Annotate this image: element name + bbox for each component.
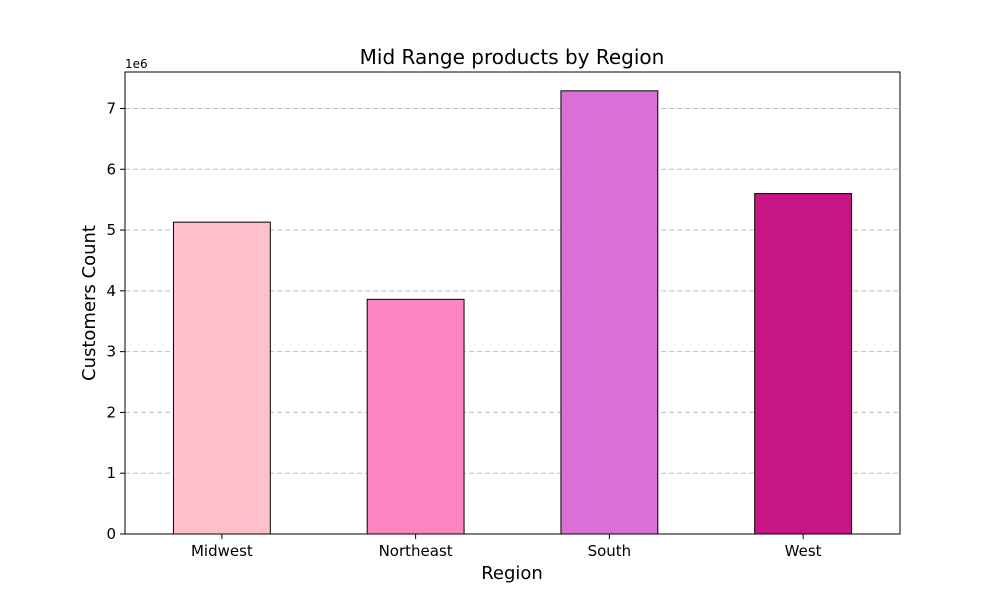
- y-tick-label: 1: [106, 464, 116, 482]
- x-tick-label: West: [785, 542, 822, 560]
- y-tick-label: 2: [106, 403, 116, 421]
- y-tick-label: 6: [106, 160, 116, 178]
- x-tick-label: South: [588, 542, 632, 560]
- x-tick-label: Midwest: [191, 542, 253, 560]
- bar-south: [560, 90, 659, 535]
- y-axis-offset-label: 1e6: [125, 57, 148, 71]
- ticks: 0 1 2 3 4 5 6 7 Midwest Northeast South West: [106, 99, 821, 560]
- bar-midwest: [172, 221, 271, 535]
- y-tick-label: 0: [106, 525, 116, 543]
- y-tick-label: 7: [106, 99, 116, 117]
- plot-frame: [124, 71, 901, 535]
- bar-west: [754, 193, 853, 535]
- y-axis-label: Customers Count: [79, 225, 100, 381]
- bars: [172, 90, 853, 535]
- bar-northeast: [366, 298, 465, 535]
- y-tick-label: 4: [106, 282, 116, 300]
- x-tick-label: Northeast: [379, 542, 453, 560]
- chart-title: Mid Range products by Region: [360, 45, 665, 69]
- y-tick-label: 5: [106, 221, 116, 239]
- x-axis-label: Region: [481, 563, 543, 584]
- y-tick-label: 3: [106, 343, 116, 361]
